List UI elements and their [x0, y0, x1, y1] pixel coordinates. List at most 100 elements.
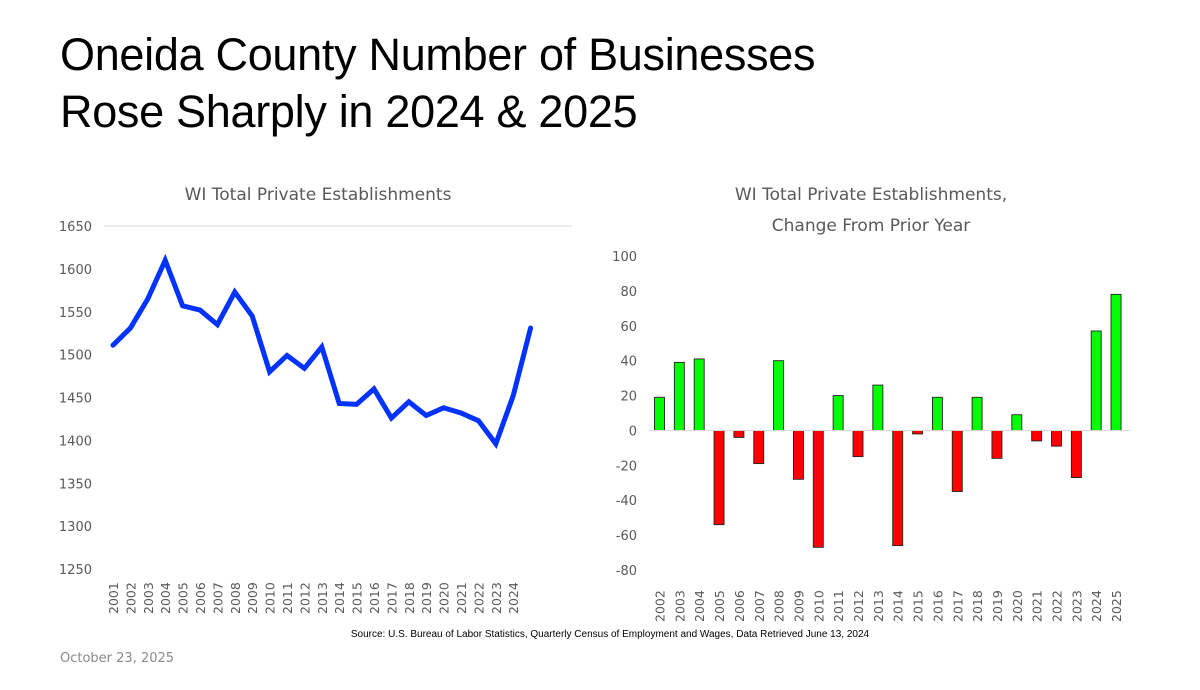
bar-chart-bars	[654, 293, 1122, 548]
bar-y-tick-label: 60	[620, 320, 637, 335]
line-y-tick-label: 1600	[59, 263, 92, 278]
bar-x-tick-label: 2006	[732, 590, 747, 622]
line-x-tick-label: 2015	[350, 582, 365, 614]
bar-2004	[693, 358, 705, 431]
bar-x-tick-label: 2023	[1069, 590, 1084, 622]
bar-y-tick-label: 100	[612, 250, 637, 265]
line-x-tick-label: 2012	[297, 582, 312, 614]
slide-title-line-2: Rose Sharply in 2024 & 2025	[60, 86, 638, 137]
bar-x-tick-label: 2002	[653, 590, 668, 622]
line-x-tick-label: 2019	[419, 582, 434, 614]
bar-x-tick-label: 2011	[831, 590, 846, 622]
line-x-tick-label: 2003	[141, 582, 156, 614]
bar-y-tick-label: 0	[629, 424, 637, 439]
bar-2003	[673, 361, 685, 431]
bar-y-tick-label: 20	[620, 390, 637, 405]
line-y-tick-label: 1450	[59, 392, 92, 407]
bar-2019	[991, 429, 1003, 459]
bar-chart-x-axis: 2002 2003 2004 2005 2006 2007 2008 2009 2010 2011…	[653, 590, 1125, 622]
bar-x-tick-label: 2012	[851, 590, 866, 622]
bar-y-tick-label: -80	[616, 564, 637, 579]
source-note: Source: U.S. Bureau of Labor Statistics,…	[350, 629, 870, 640]
line-x-tick-label: 2023	[489, 582, 504, 614]
bar-2017	[951, 429, 963, 492]
bar-x-tick-label: 2013	[871, 590, 886, 622]
bar-x-tick-label: 2014	[891, 590, 906, 622]
bar-2010	[812, 429, 824, 548]
bar-x-tick-label: 2018	[970, 590, 985, 622]
line-x-tick-label: 2014	[332, 582, 347, 614]
bar-x-tick-label: 2005	[712, 590, 727, 622]
bar-2015	[912, 429, 923, 435]
line-x-tick-label: 2017	[384, 582, 399, 614]
line-y-tick-label: 1650	[59, 220, 92, 235]
line-chart-title: WI Total Private Establishments	[185, 185, 452, 205]
line-x-tick-label: 2018	[402, 582, 417, 614]
bar-2006	[733, 429, 745, 438]
bar-2014	[892, 429, 904, 547]
bar-chart-title: WI Total Private Establishments,	[735, 185, 1007, 205]
line-x-tick-label: 2024	[506, 582, 521, 614]
bar-x-tick-label: 2017	[950, 590, 965, 622]
line-x-tick-label: 2007	[210, 582, 225, 614]
bar-y-tick-label: 40	[620, 355, 637, 370]
bar-2018	[971, 396, 983, 431]
bar-2021	[1031, 429, 1043, 442]
bar-2008	[773, 360, 785, 431]
bar-2005	[713, 429, 725, 526]
bar-x-tick-label: 2015	[911, 590, 926, 622]
line-x-tick-label: 2008	[228, 582, 243, 614]
bar-x-tick-label: 2020	[1010, 590, 1025, 622]
line-x-tick-label: 2009	[245, 582, 260, 614]
line-x-tick-label: 2022	[471, 582, 486, 614]
bar-2025	[1110, 293, 1122, 431]
slide-title: Oneida County Number of Businesses Rose …	[60, 26, 816, 140]
bar-y-tick-label: -60	[616, 529, 637, 544]
bar-x-tick-label: 2010	[811, 590, 826, 622]
bar-2022	[1051, 429, 1062, 447]
bar-y-tick-label: 80	[620, 285, 637, 300]
line-y-tick-label: 1300	[59, 520, 92, 535]
line-x-tick-label: 2021	[454, 582, 469, 614]
line-y-tick-label: 1550	[59, 306, 92, 321]
bar-x-tick-label: 2016	[930, 590, 945, 622]
bar-chart-y-axis: 100 80 60 40 20 0 -20 -40 -60 -80	[612, 250, 637, 579]
line-chart-x-axis: 2001 2002 2003 2004 2005 2006 2007 2008 2009 2010…	[106, 582, 521, 614]
bar-chart-subtitle: Change From Prior Year	[772, 216, 970, 236]
bar-2020	[1011, 414, 1023, 431]
line-x-tick-label: 2011	[280, 582, 295, 614]
line-x-tick-label: 2004	[158, 582, 173, 614]
line-chart: WI Total Private Establishments 1650 1600…	[59, 185, 572, 614]
line-y-tick-label: 1350	[59, 477, 92, 492]
bar-2002	[654, 396, 665, 431]
bar-chart: WI Total Private Establishments, Change …	[612, 185, 1130, 622]
line-y-tick-label: 1250	[59, 563, 92, 578]
line-x-tick-label: 2002	[123, 582, 138, 614]
bar-2012	[852, 429, 864, 458]
bar-x-tick-label: 2009	[791, 590, 806, 622]
line-x-tick-label: 2020	[437, 582, 452, 614]
line-series	[110, 253, 534, 449]
bar-y-tick-label: -40	[616, 494, 637, 509]
line-x-tick-label: 2016	[367, 582, 382, 614]
bar-x-tick-label: 2022	[1050, 590, 1065, 622]
line-x-tick-label: 2001	[106, 582, 121, 614]
bar-2016	[931, 396, 943, 431]
line-x-tick-label: 2005	[176, 582, 191, 614]
line-chart-y-axis: 1650 1600 1550 1500 1450 1400 1350 1300 1250	[59, 220, 92, 578]
slide-date: October 23, 2025	[60, 651, 175, 666]
bar-x-tick-label: 2007	[752, 590, 767, 622]
slide-title-line-1: Oneida County Number of Businesses	[60, 29, 816, 80]
bar-x-tick-label: 2024	[1089, 590, 1104, 622]
line-x-tick-label: 2010	[263, 582, 278, 614]
line-y-tick-label: 1400	[59, 434, 92, 449]
bar-x-tick-label: 2021	[1030, 590, 1045, 622]
bar-2007	[753, 429, 765, 465]
bar-x-tick-label: 2003	[672, 590, 687, 622]
bar-2011	[832, 395, 844, 431]
line-x-tick-label: 2013	[315, 582, 330, 614]
bar-x-tick-label: 2004	[692, 590, 707, 622]
line-x-tick-label: 2006	[193, 582, 208, 614]
bar-x-tick-label: 2019	[990, 590, 1005, 622]
